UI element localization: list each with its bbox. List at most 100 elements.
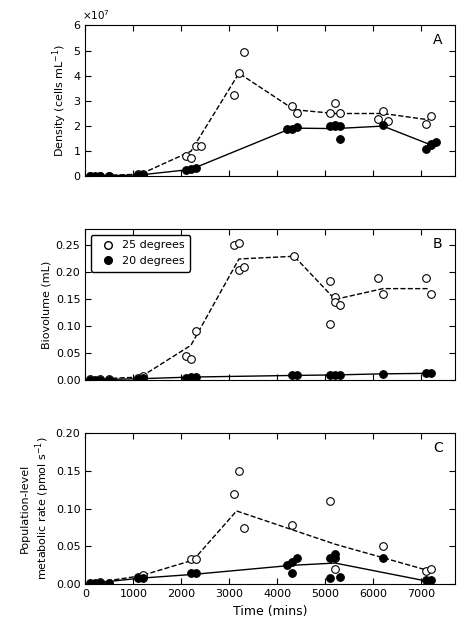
Point: [374, 114, 382, 124]
Point: [96, 577, 103, 587]
Point: [422, 575, 430, 585]
Point: [134, 170, 142, 180]
Point: [327, 370, 334, 380]
Point: [134, 373, 142, 384]
Point: [293, 109, 301, 119]
Point: [235, 237, 243, 248]
Point: [379, 369, 387, 379]
Point: [293, 552, 301, 563]
Point: [422, 368, 430, 378]
Point: [86, 578, 94, 589]
Point: [336, 121, 344, 131]
Point: [187, 152, 195, 163]
Point: [336, 370, 344, 380]
Point: [331, 120, 339, 130]
Point: [288, 520, 296, 530]
Point: [422, 566, 430, 576]
Point: [427, 140, 435, 150]
Point: [427, 111, 435, 121]
Point: [139, 170, 147, 180]
Point: [331, 121, 339, 131]
Point: [106, 374, 113, 384]
Point: [291, 251, 298, 262]
Legend: 25 degrees, 20 degrees: 25 degrees, 20 degrees: [91, 235, 190, 272]
Point: [86, 171, 94, 181]
Point: [230, 241, 238, 251]
Point: [288, 370, 296, 380]
Y-axis label: Biovolume (mL): Biovolume (mL): [42, 261, 52, 349]
Point: [331, 98, 339, 109]
Point: [134, 373, 142, 383]
Point: [96, 171, 103, 181]
Point: [182, 373, 190, 383]
Point: [336, 572, 344, 582]
Point: [422, 273, 430, 283]
Point: [192, 163, 200, 173]
Text: A: A: [433, 33, 442, 47]
Point: [379, 542, 387, 552]
Point: [192, 141, 200, 151]
Point: [384, 116, 392, 126]
Point: [235, 68, 243, 78]
Point: [91, 578, 99, 589]
Text: C: C: [433, 441, 443, 455]
Point: [139, 169, 147, 179]
Point: [139, 373, 147, 384]
Point: [134, 170, 142, 180]
Point: [288, 568, 296, 578]
Point: [192, 568, 200, 578]
Point: [288, 101, 296, 111]
Point: [182, 165, 190, 175]
Text: B: B: [433, 237, 443, 251]
Point: [374, 273, 382, 283]
Point: [187, 164, 195, 175]
Point: [139, 573, 147, 583]
Point: [327, 573, 334, 583]
Point: [182, 351, 190, 361]
X-axis label: Time (mins): Time (mins): [233, 605, 308, 618]
Point: [379, 289, 387, 299]
Point: [91, 375, 99, 385]
Point: [427, 138, 435, 149]
Point: [86, 171, 94, 181]
Y-axis label: Population-level
metabolic rate (pmol s$^{-1}$): Population-level metabolic rate (pmol s$…: [20, 437, 52, 580]
Point: [283, 560, 291, 570]
Point: [288, 124, 296, 134]
Point: [240, 47, 247, 57]
Point: [331, 291, 339, 302]
Point: [230, 488, 238, 498]
Point: [230, 90, 238, 100]
Point: [336, 133, 344, 144]
Point: [283, 124, 291, 134]
Point: [327, 319, 334, 329]
Point: [106, 578, 113, 589]
Point: [192, 554, 200, 565]
Point: [106, 375, 113, 385]
Point: [432, 137, 439, 147]
Point: [331, 297, 339, 307]
Point: [379, 120, 387, 130]
Point: [86, 374, 94, 384]
Point: [96, 374, 103, 384]
Point: [187, 554, 195, 565]
Point: [422, 119, 430, 129]
Point: [331, 370, 339, 380]
Point: [379, 552, 387, 563]
Point: [293, 123, 301, 133]
Point: [327, 109, 334, 119]
Point: [422, 144, 430, 154]
Point: [293, 370, 301, 380]
Point: [427, 575, 435, 585]
Point: [192, 326, 200, 336]
Point: [379, 106, 387, 116]
Point: [427, 368, 435, 378]
Point: [240, 262, 247, 272]
Point: [86, 375, 94, 385]
Point: [192, 372, 200, 382]
Point: [96, 171, 103, 181]
Point: [187, 354, 195, 364]
Point: [187, 372, 195, 382]
Point: [327, 121, 334, 131]
Point: [91, 171, 99, 181]
Point: [327, 276, 334, 286]
